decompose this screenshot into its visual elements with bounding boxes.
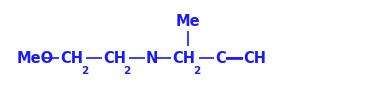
Text: N: N bbox=[146, 51, 158, 66]
Text: CH: CH bbox=[172, 51, 196, 66]
Text: CH: CH bbox=[60, 51, 83, 66]
Text: Me: Me bbox=[175, 14, 200, 29]
Text: 2: 2 bbox=[193, 66, 200, 76]
Text: CH: CH bbox=[244, 51, 267, 66]
Text: 2: 2 bbox=[123, 66, 131, 76]
Text: CH: CH bbox=[103, 51, 126, 66]
Text: 2: 2 bbox=[81, 66, 88, 76]
Text: C: C bbox=[215, 51, 226, 66]
Text: MeO: MeO bbox=[16, 51, 53, 66]
